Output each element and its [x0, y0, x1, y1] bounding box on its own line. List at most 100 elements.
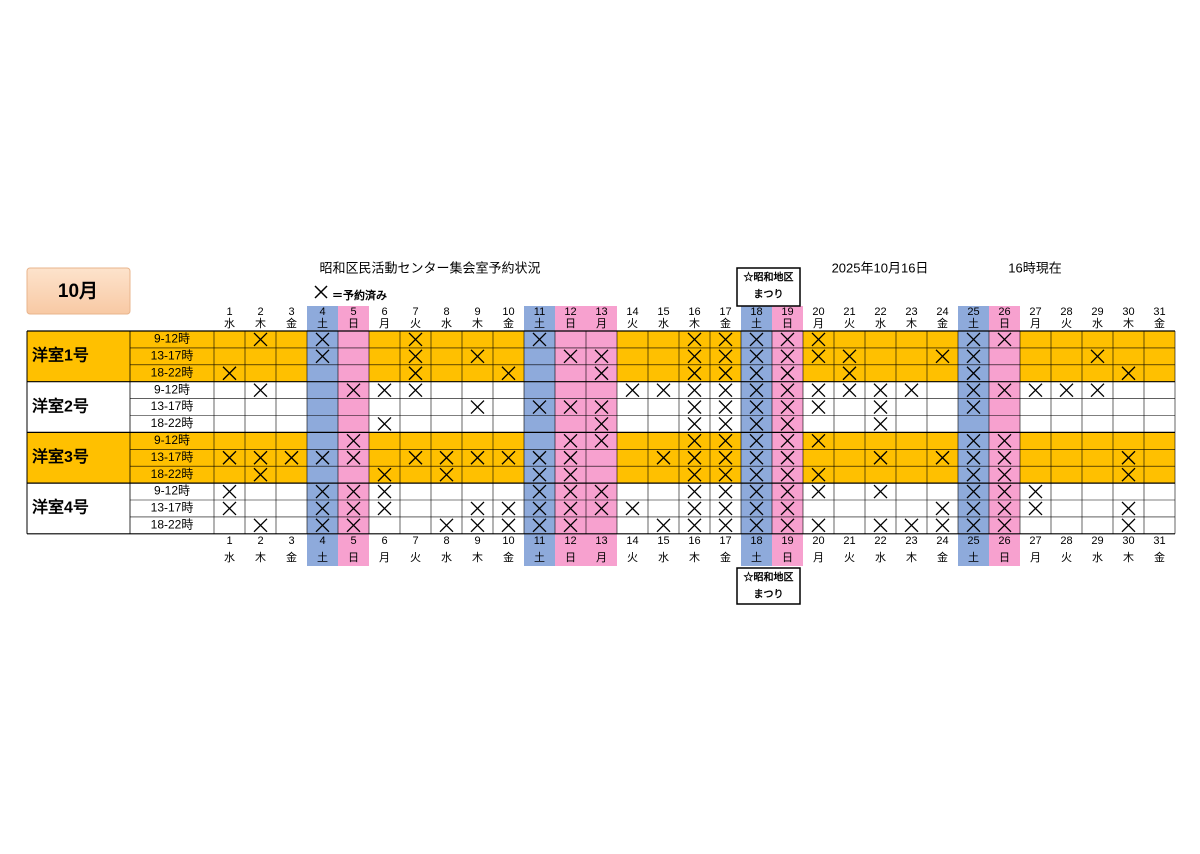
- booked-mark: [501, 501, 516, 516]
- booked-mark: [470, 400, 485, 415]
- booked-stroke: [315, 484, 330, 499]
- booked-mark: [873, 450, 888, 465]
- booked-mark: [656, 518, 671, 533]
- booked-mark: [315, 332, 330, 347]
- booked-mark: [780, 433, 795, 448]
- booked-stroke: [687, 484, 702, 499]
- booked-mark: [346, 450, 361, 465]
- booked-stroke: [873, 518, 888, 533]
- booked-mark: [935, 349, 950, 364]
- booked-mark: [780, 501, 795, 516]
- booked-stroke: [222, 450, 237, 465]
- time-slot: 9-12時: [154, 332, 190, 346]
- booked-mark: [315, 349, 330, 364]
- day-number: 3: [288, 535, 294, 547]
- booked-mark: [873, 416, 888, 431]
- booked-mark: [222, 450, 237, 465]
- booked-stroke: [408, 349, 423, 364]
- booked-mark: [656, 450, 671, 465]
- weekday: 日: [348, 318, 359, 330]
- booked-mark: [780, 349, 795, 364]
- day-number: 14: [626, 535, 638, 547]
- booked-mark: [749, 518, 764, 533]
- booked-stroke: [842, 349, 857, 364]
- booked-mark: [687, 501, 702, 516]
- weekday: 土: [534, 317, 545, 330]
- booked-stroke: [1028, 501, 1043, 516]
- booked-stroke: [718, 450, 733, 465]
- day-number: 23: [905, 306, 917, 318]
- booked-mark: [997, 467, 1012, 482]
- booked-mark: [563, 484, 578, 499]
- time-slot: 13-17時: [151, 399, 194, 413]
- month-box: [26, 267, 131, 315]
- booked-mark: [253, 332, 268, 347]
- room-name: 洋室3号: [32, 447, 89, 466]
- booked-stroke: [532, 450, 547, 465]
- booked-stroke: [563, 518, 578, 533]
- booked-stroke: [997, 518, 1012, 533]
- booked-mark: [780, 383, 795, 398]
- booked-mark: [315, 450, 330, 465]
- booked-stroke: [470, 518, 485, 533]
- booked-mark: [842, 349, 857, 364]
- booked-stroke: [997, 433, 1012, 448]
- event-line1: ☆昭和地区: [744, 571, 794, 584]
- booked-stroke: [997, 383, 1012, 398]
- booked-mark: [718, 433, 733, 448]
- booked-stroke: [687, 349, 702, 364]
- day-number: 20: [812, 535, 824, 547]
- day-number: 31: [1153, 306, 1165, 318]
- booked-mark: [966, 433, 981, 448]
- booked-mark: [594, 349, 609, 364]
- booked-mark: [470, 349, 485, 364]
- booked-stroke: [873, 416, 888, 431]
- booked-mark: [997, 518, 1012, 533]
- booked-stroke: [780, 366, 795, 381]
- booked-mark: [532, 501, 547, 516]
- booked-stroke: [997, 484, 1012, 499]
- weekday: 水: [875, 317, 886, 330]
- booked-mark: [377, 501, 392, 516]
- booked-stroke: [532, 484, 547, 499]
- booked-stroke: [594, 433, 609, 448]
- day-number: 15: [657, 535, 669, 547]
- booked-stroke: [594, 416, 609, 431]
- event-box: [736, 267, 801, 307]
- day-number: 21: [843, 306, 855, 318]
- booked-mark: [780, 366, 795, 381]
- booked-stroke: [935, 501, 950, 516]
- booked-mark: [842, 366, 857, 381]
- booked-stroke: [253, 518, 268, 533]
- booked-mark: [1090, 349, 1105, 364]
- weekday: 火: [1061, 552, 1072, 564]
- weekday: 月: [379, 318, 390, 330]
- booked-mark: [532, 518, 547, 533]
- weekday: 火: [410, 552, 421, 564]
- weekday: 水: [875, 551, 886, 564]
- day-number: 20: [812, 306, 824, 318]
- booked-mark: [687, 366, 702, 381]
- day-column: [338, 306, 369, 566]
- booked-stroke: [656, 383, 671, 398]
- booked-mark: [966, 383, 981, 398]
- booked-mark: [780, 400, 795, 415]
- day-number: 28: [1060, 306, 1072, 318]
- booked-stroke: [315, 349, 330, 364]
- booked-mark: [904, 383, 919, 398]
- booked-stroke: [594, 501, 609, 516]
- booked-mark: [966, 366, 981, 381]
- booked-mark: [780, 467, 795, 482]
- booked-stroke: [935, 518, 950, 533]
- booked-stroke: [1090, 383, 1105, 398]
- day-number: 27: [1029, 535, 1041, 547]
- time-slot: 18-22時: [151, 416, 194, 430]
- weekday: 金: [286, 550, 297, 564]
- day-number: 13: [595, 306, 607, 318]
- weekday: 金: [1154, 316, 1165, 330]
- day-number: 22: [874, 306, 886, 318]
- weekday: 日: [565, 318, 576, 330]
- booked-stroke: [563, 484, 578, 499]
- booked-stroke: [718, 433, 733, 448]
- weekday: 金: [1154, 550, 1165, 564]
